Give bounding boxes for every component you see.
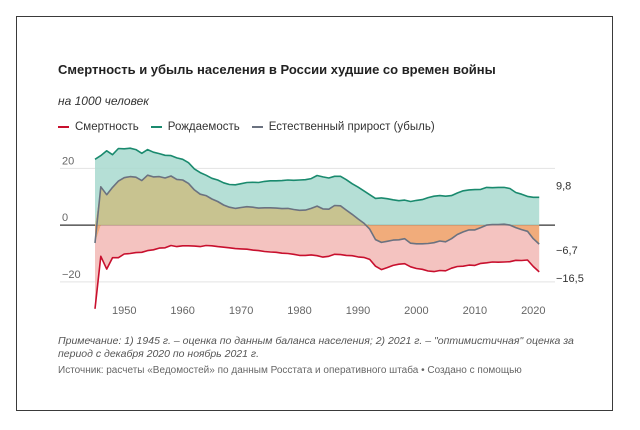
births-line	[94, 147, 540, 203]
natural-growth-line	[94, 174, 540, 245]
legend: Смертность Рождаемость Естественный прир…	[58, 121, 435, 133]
x-tick-label-3: 1980	[287, 305, 311, 317]
chart-title: Смертность и убыль населения в России ху…	[58, 62, 496, 77]
source-credit: Источник: расчеты «Ведомостей» по данным…	[58, 365, 522, 376]
area-fills	[95, 148, 540, 309]
x-tick-label-5: 2000	[404, 305, 428, 317]
x-tick-label-6: 2010	[463, 305, 487, 317]
legend-swatch-natural-growth	[251, 126, 263, 128]
end-labels: 9,8 −6,7 −16,5	[556, 180, 584, 285]
end-label-1: −6,7	[556, 245, 578, 257]
legend-label-natural-growth: Естественный прирост (убыль)	[268, 121, 435, 133]
footnote: Примечание: 1) 1945 г. – оценка по данны…	[58, 335, 574, 360]
y-tick-label-0: 20	[62, 155, 74, 167]
natural-growth-positive-area	[95, 175, 540, 226]
end-label-2: −16,5	[556, 273, 584, 285]
legend-item-births: Рождаемость	[150, 121, 240, 133]
end-label-0: 9,8	[556, 180, 571, 192]
legend-item-natural-growth: Естественный прирост (убыль)	[251, 121, 435, 133]
x-tick-label-4: 1990	[346, 305, 370, 317]
x-tick-label-7: 2020	[521, 305, 545, 317]
x-tick-label-1: 1960	[170, 305, 194, 317]
x-tick-label-2: 1970	[229, 305, 253, 317]
legend-swatch-deaths	[58, 126, 69, 128]
deaths-line	[94, 244, 540, 309]
x-tick-label-0: 1950	[112, 305, 136, 317]
deaths-area	[95, 225, 540, 309]
legend-label-births: Рождаемость	[167, 121, 240, 133]
births-area	[95, 148, 540, 226]
legend-swatch-births	[150, 126, 162, 128]
series-lines	[94, 147, 540, 309]
axis-labels: 20 0 −20 1950 1960 1970 1980 1990 2000 2010 2020	[62, 155, 546, 317]
chart-subtitle: на 1000 человек	[58, 94, 149, 108]
legend-label-deaths: Смертность	[75, 121, 139, 133]
legend-item-deaths: Смертность	[58, 121, 139, 133]
y-tick-label-2: −20	[62, 269, 81, 281]
y-tick-label-1: 0	[62, 212, 68, 224]
natural-growth-negative-area	[95, 225, 540, 245]
